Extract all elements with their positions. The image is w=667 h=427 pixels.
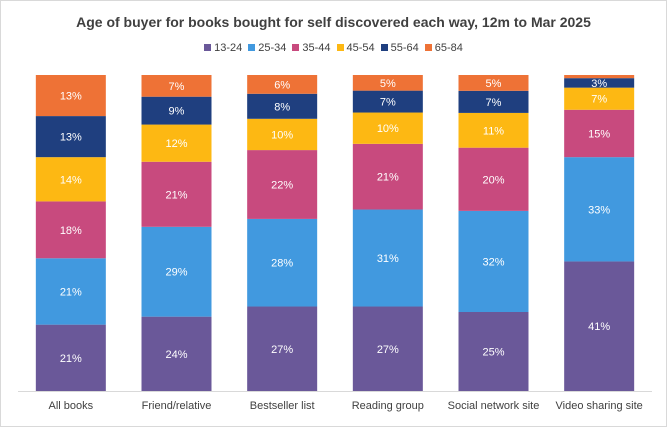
bar-segment <box>141 226 212 317</box>
bar-segment <box>458 210 529 312</box>
legend-label: 55-64 <box>390 42 419 54</box>
data-label: 10% <box>271 129 293 141</box>
legend-label: 35-44 <box>302 42 331 54</box>
data-label: 22% <box>271 180 293 192</box>
legend-swatch <box>380 44 388 51</box>
category-label: Video sharing site <box>556 400 643 412</box>
bar-segment <box>352 90 423 113</box>
bar-segment <box>35 116 106 158</box>
bar-segment <box>35 201 106 259</box>
legend: 13-24 25-34 35-44 45-54 55-64 65-84 <box>0 42 667 54</box>
data-label: 9% <box>169 106 185 118</box>
legend-item: 55-64 <box>380 42 419 54</box>
bar-segment <box>352 209 423 307</box>
data-label: 15% <box>588 128 610 140</box>
legend-swatch <box>336 44 344 51</box>
data-label: 31% <box>377 253 399 265</box>
legend-swatch <box>204 44 212 51</box>
data-label: 7% <box>591 94 607 106</box>
legend-item: 45-54 <box>336 42 375 54</box>
data-label: 14% <box>60 174 82 186</box>
bar-segment <box>458 147 529 211</box>
bar-segment <box>352 306 423 391</box>
bar-segment <box>247 93 318 119</box>
data-label: 18% <box>60 225 82 237</box>
bar-segment <box>247 306 318 391</box>
data-label: 29% <box>165 267 187 279</box>
data-label: 7% <box>486 97 502 109</box>
data-label: 20% <box>482 174 504 186</box>
data-label: 10% <box>377 123 399 135</box>
data-label: 21% <box>60 353 82 365</box>
data-label: 28% <box>271 258 293 270</box>
bar-segment <box>247 75 318 94</box>
bar-segment <box>141 75 212 97</box>
category-label: Reading group <box>352 400 424 412</box>
data-label: 41% <box>588 321 610 333</box>
bar-segment <box>247 150 318 219</box>
legend-item: 25-34 <box>248 42 286 54</box>
bar-segment <box>247 218 318 307</box>
legend-label: 45-54 <box>346 42 375 54</box>
legend-item: 65-84 <box>424 42 463 54</box>
bar-segment <box>564 78 635 88</box>
bar-segment <box>458 112 529 148</box>
category-label: Social network site <box>448 400 540 412</box>
data-label: 8% <box>274 101 290 113</box>
bar-segment <box>141 124 212 162</box>
bar-segment <box>35 157 106 202</box>
legend-swatch <box>248 44 256 51</box>
bar-segment <box>35 258 106 325</box>
data-label: 11% <box>483 125 504 137</box>
data-label: 7% <box>380 97 396 109</box>
bar-segment <box>35 75 106 117</box>
bar-segment <box>141 161 212 227</box>
legend-label: 65-84 <box>434 42 463 54</box>
data-label: 27% <box>377 344 399 356</box>
data-label: 12% <box>165 138 187 150</box>
bar-segment <box>564 75 635 79</box>
data-label: 32% <box>482 256 504 268</box>
bar-segment <box>458 312 529 391</box>
bar-segment <box>352 112 423 144</box>
data-label: 5% <box>380 78 396 90</box>
data-label: 6% <box>274 79 290 91</box>
data-label: 13% <box>60 91 82 103</box>
data-label: 3% <box>591 78 607 90</box>
bar-segment <box>352 75 423 91</box>
data-label: 21% <box>165 189 187 201</box>
bar-segment <box>564 157 635 262</box>
data-label: 24% <box>165 349 187 361</box>
bar-segment <box>35 324 106 391</box>
legend-label: 13-24 <box>214 42 243 54</box>
data-label: 5% <box>486 78 502 90</box>
category-label: Bestseller list <box>250 400 315 412</box>
data-label: 21% <box>377 172 399 184</box>
legend-swatch <box>292 44 300 51</box>
bar-segment <box>141 316 212 391</box>
bar-segment <box>352 143 423 210</box>
bar-segment <box>141 96 212 125</box>
bar-segment <box>247 118 318 151</box>
legend-item: 35-44 <box>292 42 331 54</box>
data-label: 33% <box>588 204 610 216</box>
category-label: Friend/relative <box>142 400 212 412</box>
data-label: 25% <box>482 347 504 359</box>
category-label: All books <box>49 400 94 412</box>
data-label: 7% <box>169 81 185 93</box>
legend-swatch <box>424 44 432 51</box>
data-label: 13% <box>60 132 82 144</box>
bar-segment <box>458 75 529 91</box>
bar-segment <box>564 109 635 158</box>
chart-title: Age of buyer for books bought for self d… <box>76 14 591 30</box>
bar-segment <box>564 261 635 391</box>
legend-item: 13-24 <box>204 42 242 54</box>
bar-segment <box>564 87 635 110</box>
data-label: 21% <box>60 286 82 298</box>
legend-label: 25-34 <box>258 42 287 54</box>
bar-segment <box>458 90 529 113</box>
data-label: 27% <box>271 344 293 356</box>
